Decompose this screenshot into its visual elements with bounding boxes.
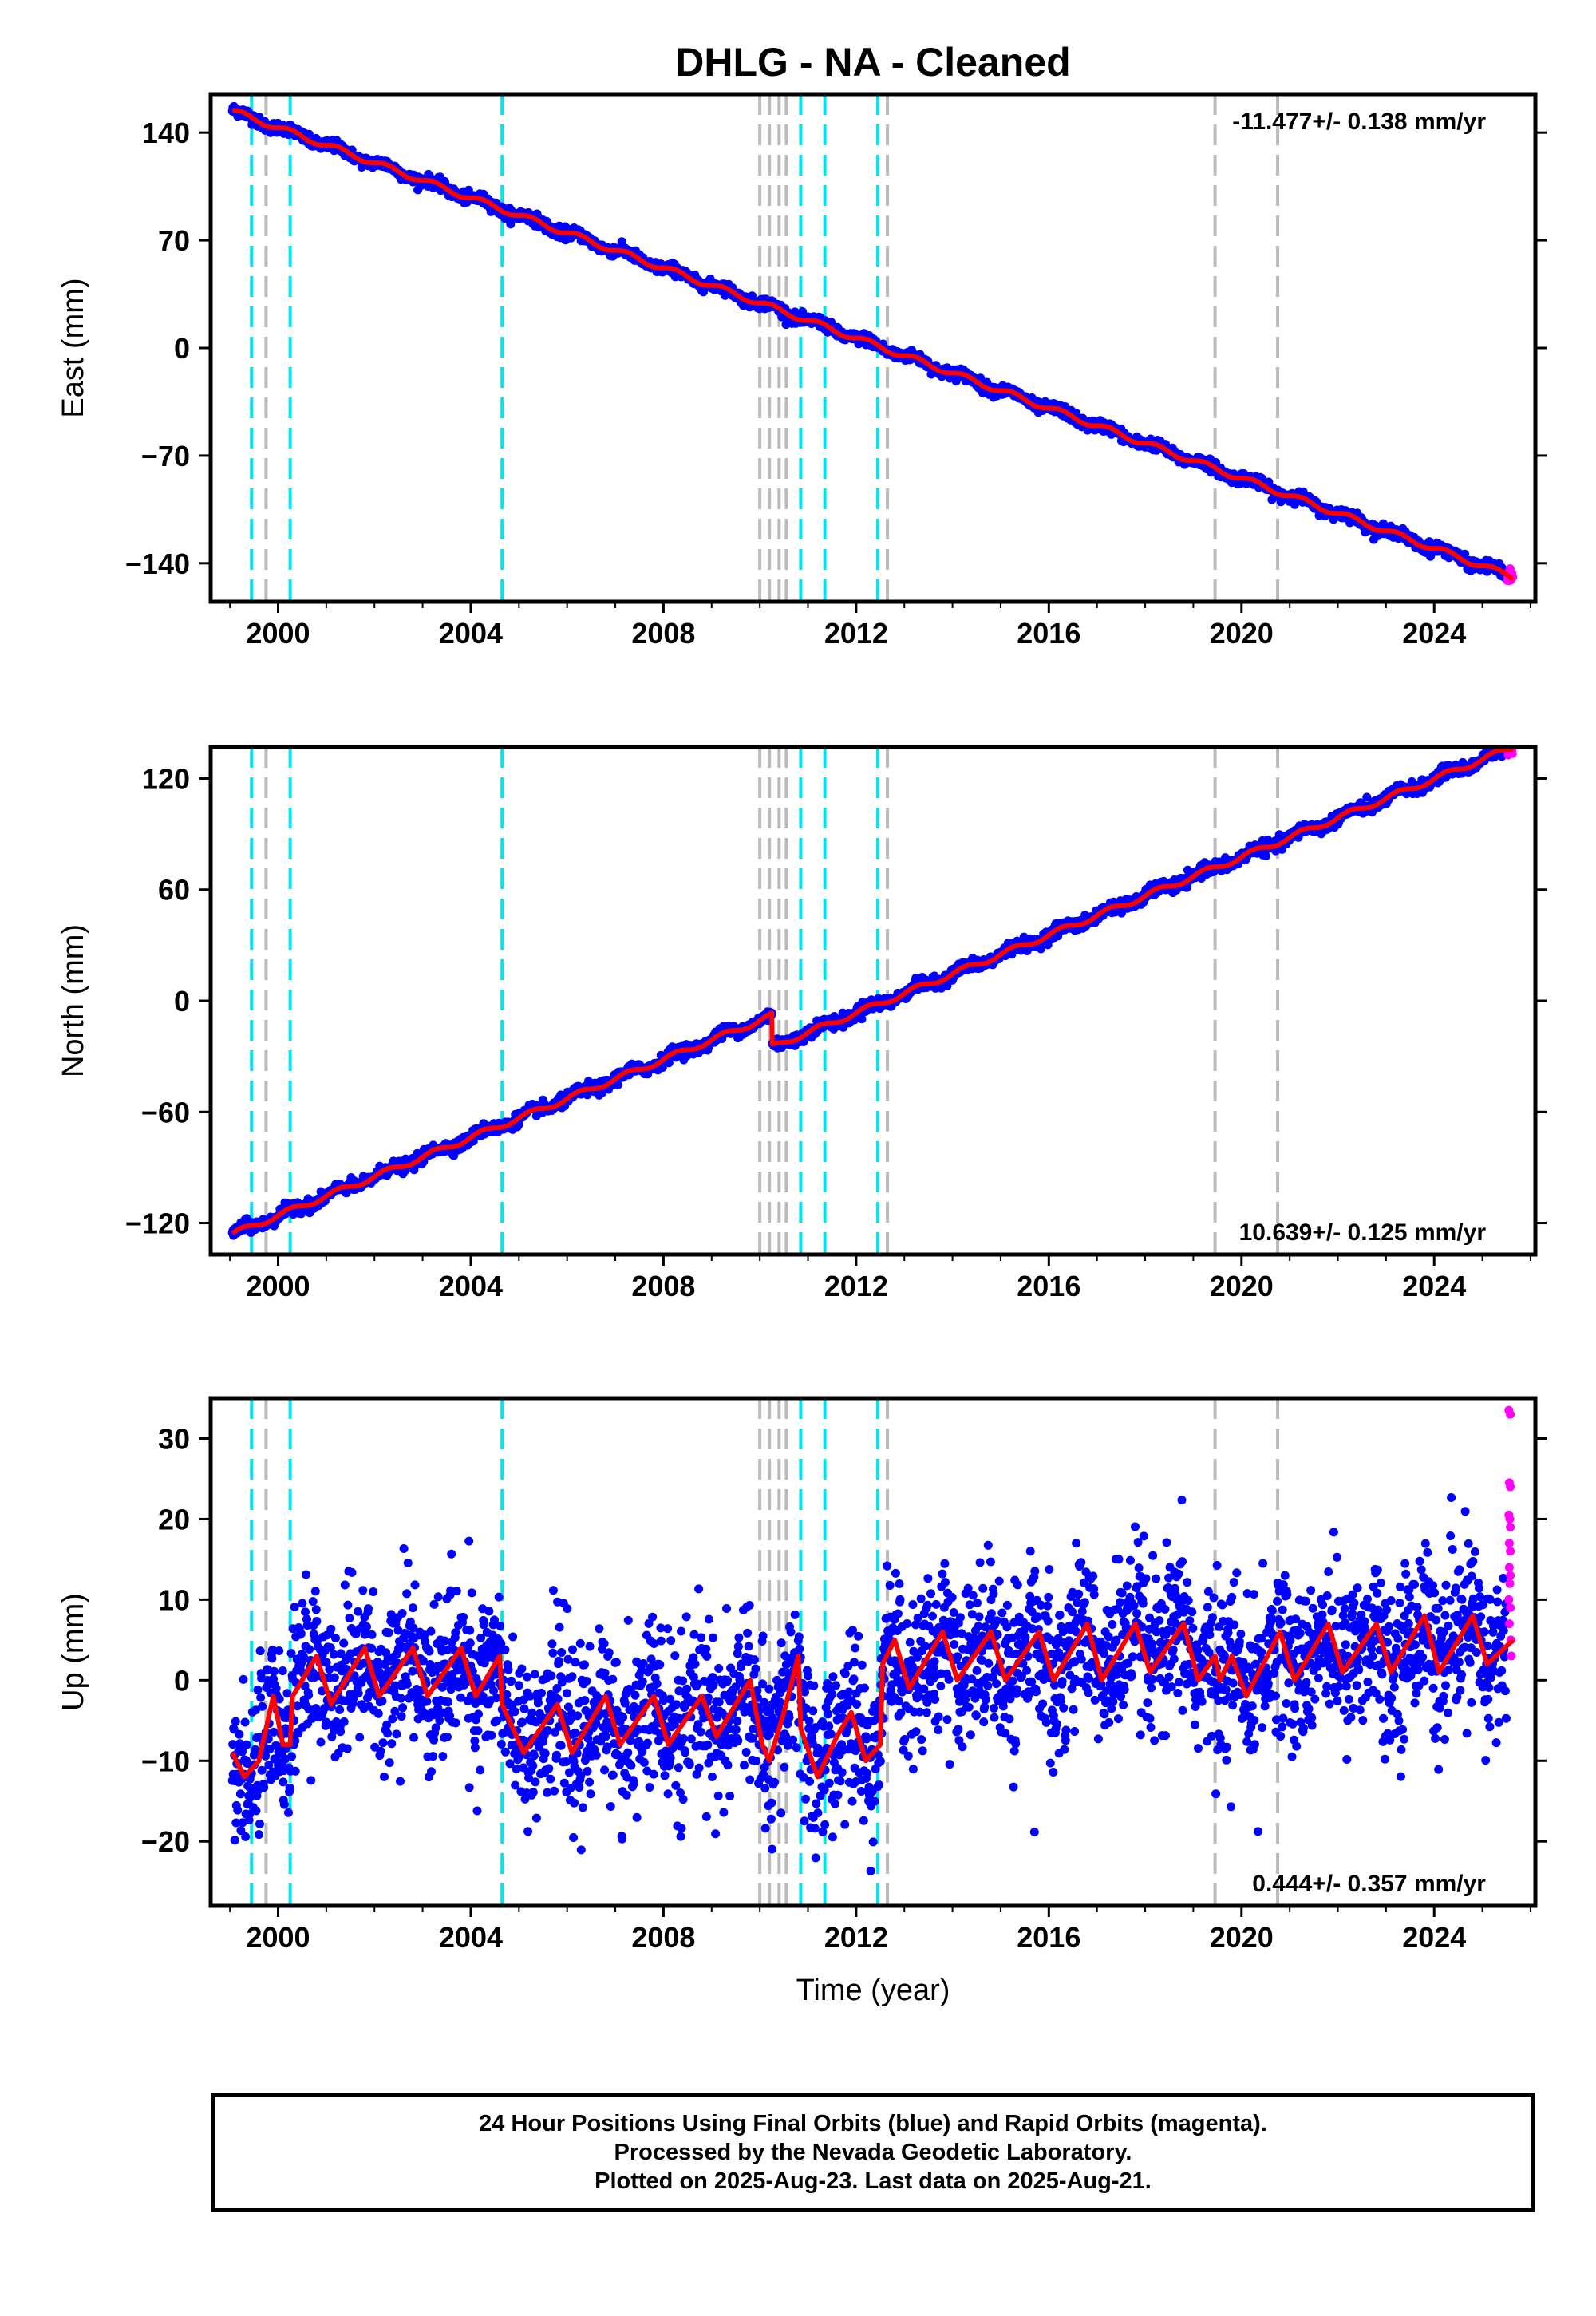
north-panel: 2000 2004 2008 2012 2016 2020 2024 −120 −60 0 60 12… xyxy=(57,745,1547,1302)
y-tick-label: 140 xyxy=(142,117,190,149)
y-axis-label: North (mm) xyxy=(57,924,90,1077)
y-tick-label: −70 xyxy=(141,440,190,472)
x-tick-label: 2020 xyxy=(1210,617,1274,650)
y-tick-label: −60 xyxy=(141,1096,190,1128)
x-tick-label: 2024 xyxy=(1402,1270,1466,1302)
x-tick-label: 2008 xyxy=(631,1270,695,1302)
x-tick-label: 2016 xyxy=(1017,617,1080,650)
x-tick-label: 2012 xyxy=(824,1270,888,1302)
data-point xyxy=(1262,852,1271,861)
y-tick-label: 60 xyxy=(158,874,190,907)
velocity-label: -11.477+/- 0.138 mm/yr xyxy=(1232,109,1486,135)
final-orbit-points xyxy=(227,747,1511,1240)
plot-area xyxy=(227,94,1518,602)
y-tick-label: −120 xyxy=(125,1207,190,1240)
x-tick-label: 2004 xyxy=(439,617,503,650)
y-tick-label: 70 xyxy=(158,224,190,257)
y-tick-label: 0 xyxy=(174,985,190,1018)
x-tick-label: 2024 xyxy=(1402,617,1466,650)
x-tick-label: 2012 xyxy=(824,617,888,650)
plot-area xyxy=(227,1398,1516,1906)
y-axis-label: East (mm) xyxy=(57,278,90,417)
y-tick-label: −140 xyxy=(125,547,190,580)
up-panel: 2000 2004 2008 2012 2016 2020 2024−20−10010203… xyxy=(57,1396,1547,1954)
velocity-label: 10.639+/- 0.125 mm/yr xyxy=(1239,1219,1487,1246)
east-panel: 2000 2004 2008 2012 2016 2020 2024 −140 −70 0 70 14… xyxy=(57,92,1547,650)
x-tick-label: 2016 xyxy=(1017,1270,1080,1302)
x-tick-label: 2004 xyxy=(439,1270,503,1302)
figure-title: DHLG - NA - Cleaned xyxy=(675,40,1070,85)
data-point xyxy=(951,377,961,386)
y-tick-label: 0 xyxy=(174,332,190,365)
x-tick-label: 2000 xyxy=(246,1270,310,1302)
x-tick-label: 2000 xyxy=(246,617,310,650)
y-tick-label: 120 xyxy=(142,762,190,795)
x-tick-label: 2008 xyxy=(631,617,695,650)
plot-area xyxy=(227,747,1517,1255)
x-tick-label: 2020 xyxy=(1210,1270,1274,1302)
